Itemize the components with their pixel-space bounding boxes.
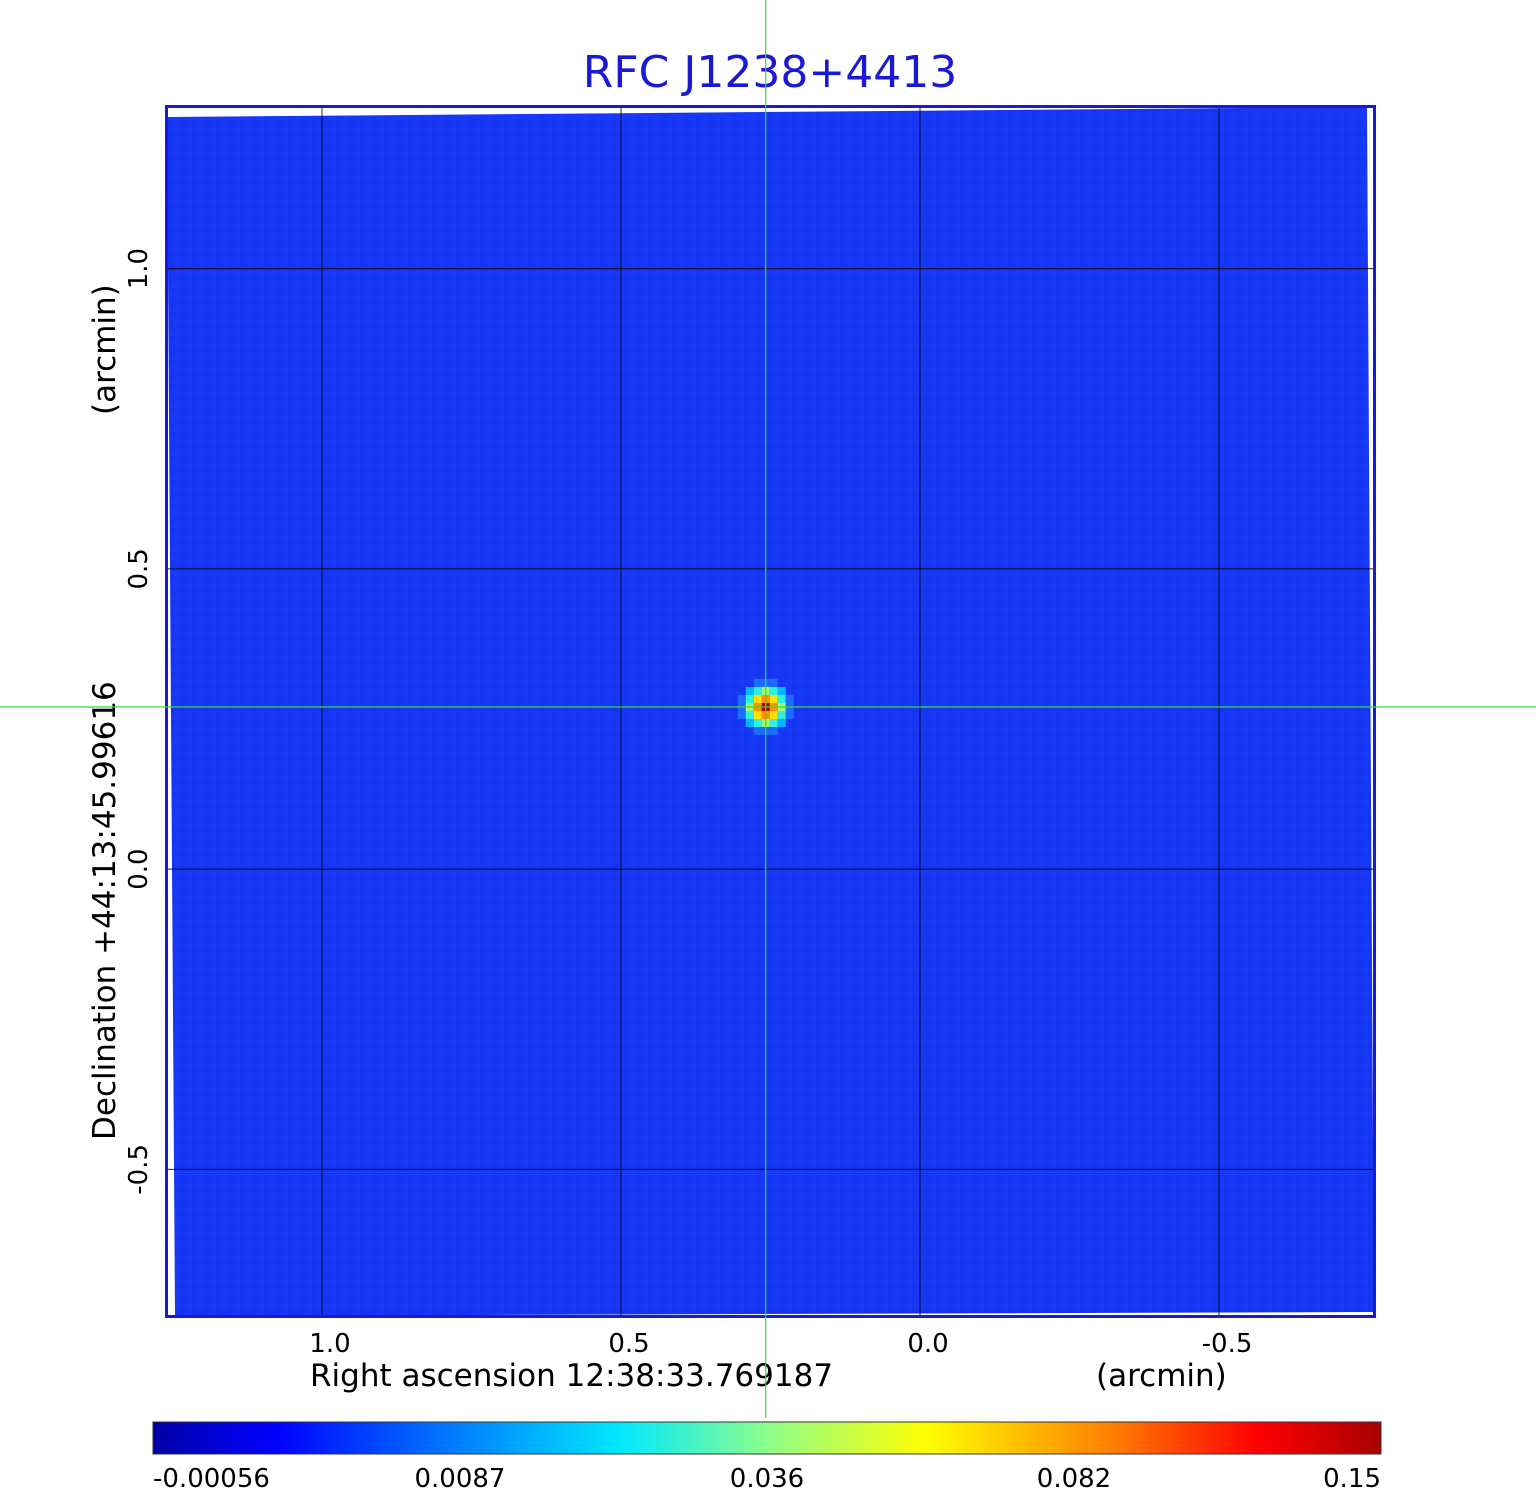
source-pixel <box>769 694 778 703</box>
source-pixel <box>745 686 754 695</box>
y-axis-label: Declination +44:13:45.99616 <box>87 681 123 1140</box>
source-pixel <box>753 678 762 687</box>
x-tick-label: -0.5 <box>1202 1329 1253 1359</box>
coordinate-grid <box>166 106 1375 1317</box>
colorbar-tick-label: 0.15 <box>1323 1464 1381 1494</box>
y-tick-label: -0.5 <box>124 1144 154 1195</box>
colorbar <box>152 1421 1382 1455</box>
y-tick-labels: 1.0 0.5 0.0 -0.5 <box>124 248 154 1195</box>
source-pixel <box>769 718 778 727</box>
colorbar-tick-label: 0.036 <box>730 1464 804 1494</box>
y-tick-label: 0.5 <box>124 548 154 589</box>
x-tick-labels: 1.0 0.5 0.0 -0.5 <box>309 1329 1252 1359</box>
source-pixel <box>745 694 754 703</box>
source-pixel <box>753 718 762 727</box>
crosshair <box>0 0 1536 1418</box>
source-pixel <box>737 694 746 703</box>
source-pixel <box>769 686 778 695</box>
source-pixel <box>745 718 754 727</box>
source-pixel <box>737 710 746 719</box>
source-pixel <box>753 694 762 703</box>
source-pixel <box>753 726 762 735</box>
colorbar-tick-label: -0.00056 <box>153 1464 270 1494</box>
x-tick-label: 0.0 <box>907 1329 948 1359</box>
x-axis-label: Right ascension 12:38:33.769187 <box>310 1358 833 1394</box>
x-axis-unit: (arcmin) <box>1096 1358 1227 1394</box>
colorbar-tick-label: 0.0087 <box>415 1464 506 1494</box>
source-pixel <box>777 694 786 703</box>
source-pixel <box>753 710 762 719</box>
source-pixel <box>769 710 778 719</box>
chart-title: RFC J1238+4413 <box>583 47 957 98</box>
colorbar-tick-labels: -0.00056 0.0087 0.036 0.082 0.15 <box>153 1464 1381 1494</box>
y-axis-unit: (arcmin) <box>87 284 123 415</box>
plot-frame <box>165 105 1376 1318</box>
source-pixel <box>769 678 778 687</box>
source-pixel <box>769 726 778 735</box>
x-tick-label: 0.5 <box>608 1329 649 1359</box>
source-pixel <box>785 694 794 703</box>
source-pixel <box>777 686 786 695</box>
source-pixel <box>777 718 786 727</box>
y-tick-label: 1.0 <box>124 248 154 289</box>
source-pixel <box>745 710 754 719</box>
source-pixel <box>777 710 786 719</box>
x-tick-label: 1.0 <box>309 1329 350 1359</box>
source-pixel <box>753 686 762 695</box>
colorbar-tick-label: 0.082 <box>1037 1464 1111 1494</box>
source-pixel <box>785 710 794 719</box>
y-tick-label: 0.0 <box>124 848 154 889</box>
